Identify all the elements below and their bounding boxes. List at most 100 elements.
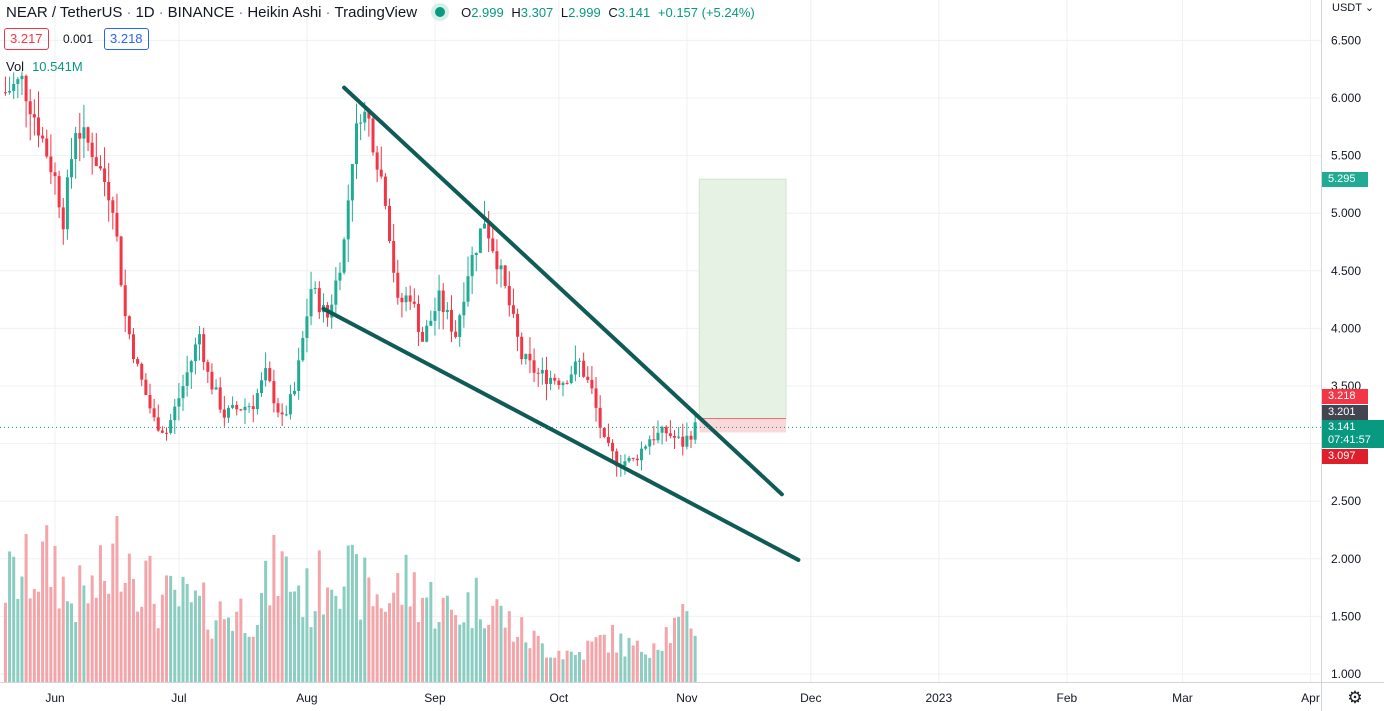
- candle-body: [301, 337, 305, 361]
- candle-body: [532, 360, 536, 373]
- volume-bar: [94, 597, 98, 682]
- price-tick-label: 5.000: [1331, 206, 1361, 220]
- candle-body: [293, 390, 297, 395]
- price-tick-label: 6.500: [1331, 33, 1361, 47]
- price-axis[interactable]: 6.5006.0005.5005.0004.5004.0003.5003.000…: [1331, 33, 1361, 681]
- candle-body: [396, 272, 400, 298]
- candle-body: [639, 448, 643, 461]
- volume-bar: [582, 659, 586, 682]
- candle-body: [103, 168, 107, 183]
- candle-body: [305, 316, 309, 338]
- candle-body: [429, 320, 433, 326]
- long-position-tool[interactable]: [698, 178, 787, 433]
- candle-body: [631, 457, 635, 459]
- volume-bar: [260, 592, 263, 682]
- volume-bar: [445, 595, 449, 682]
- candle-body: [540, 369, 544, 374]
- volume-bar: [408, 606, 412, 682]
- candle-body: [425, 325, 429, 342]
- volume-bar: [536, 635, 540, 682]
- volume-bar: [511, 641, 515, 682]
- trendline: [342, 85, 784, 497]
- market-status-icon[interactable]: [435, 7, 446, 17]
- candle-body: [107, 182, 111, 201]
- candle-body: [388, 205, 392, 242]
- candle-body: [664, 426, 668, 434]
- candle-body: [499, 265, 503, 270]
- candle-body: [474, 252, 478, 256]
- chevron-down-icon[interactable]: ⌄: [1364, 2, 1375, 14]
- volume-label: Vol: [6, 59, 25, 74]
- candle-body: [441, 290, 445, 313]
- volume-bar: [449, 609, 453, 682]
- trendlines[interactable]: [321, 85, 801, 562]
- price-tick-label: 6.000: [1331, 91, 1361, 105]
- volume-bar: [660, 650, 664, 682]
- low-key: L: [560, 4, 569, 20]
- volume-bar: [173, 589, 177, 682]
- volume-bar: [78, 565, 82, 682]
- buy-price[interactable]: 3.218: [104, 28, 149, 50]
- buy-quote[interactable]: 3.218: [104, 28, 149, 50]
- volume-bar: [305, 568, 309, 682]
- candle-body: [193, 344, 197, 362]
- volume-bar: [41, 541, 45, 682]
- volume-bar: [309, 627, 313, 682]
- volume-bar: [520, 617, 524, 682]
- volume-bar: [565, 650, 569, 682]
- candle-body: [652, 439, 656, 441]
- currency-label[interactable]: USDT: [1332, 2, 1362, 14]
- candle-body: [470, 255, 474, 277]
- candle-body: [627, 457, 631, 462]
- candle-body: [272, 381, 276, 404]
- candle-body: [148, 394, 152, 409]
- price-tick-label: 1.000: [1331, 667, 1361, 681]
- candle-body: [383, 176, 387, 206]
- currency-selector[interactable]: USDT ⌄: [1332, 1, 1374, 14]
- volume-bar: [528, 648, 532, 682]
- candle-body: [169, 420, 173, 433]
- volume-bar: [491, 605, 495, 682]
- close-value: 3.141: [617, 4, 651, 20]
- symbol-name[interactable]: NEAR / TetherUS: [6, 3, 123, 21]
- volume-bar: [247, 636, 251, 682]
- candle-body: [404, 295, 408, 303]
- candle-body: [317, 288, 321, 313]
- time-axis[interactable]: Jun Jul Aug Sep Oct Nov Dec 2023 Feb Mar Apr: [45, 691, 1320, 705]
- time-tick-label: Feb: [1057, 691, 1078, 705]
- time-tick-label: Nov: [676, 691, 697, 705]
- volume-bar: [202, 582, 206, 682]
- candlestick-series: [3, 71, 697, 477]
- volume-bar: [3, 602, 7, 682]
- volume-bar: [32, 588, 36, 682]
- interval-label[interactable]: 1D: [135, 3, 155, 21]
- candle-body: [165, 432, 169, 434]
- candle-body: [516, 313, 520, 337]
- sell-quote[interactable]: 3.217: [4, 28, 49, 50]
- volume-bar: [181, 576, 185, 682]
- volume-bar: [359, 619, 363, 682]
- candle-body: [611, 442, 615, 452]
- candle-body: [693, 422, 697, 440]
- volume-bar: [594, 637, 598, 682]
- candle-body: [673, 435, 676, 438]
- candle-body: [131, 334, 135, 360]
- volume-bar: [635, 640, 639, 682]
- separator: ·: [325, 3, 331, 21]
- candle-body: [569, 374, 573, 384]
- volume-bar: [57, 608, 61, 682]
- volume-bar: [437, 621, 441, 682]
- volume-bar: [495, 599, 499, 682]
- candle-body: [74, 133, 78, 160]
- candle-body: [239, 409, 243, 411]
- gear-icon[interactable]: ⚙: [1347, 688, 1363, 707]
- volume-bar: [127, 553, 131, 682]
- candle-body: [231, 404, 235, 408]
- volume-bar: [53, 546, 57, 682]
- candle-body: [218, 387, 222, 410]
- sell-price[interactable]: 3.217: [4, 28, 49, 50]
- candle-body: [338, 272, 342, 281]
- price-tick-label: 5.500: [1331, 149, 1361, 163]
- candle-body: [313, 288, 317, 290]
